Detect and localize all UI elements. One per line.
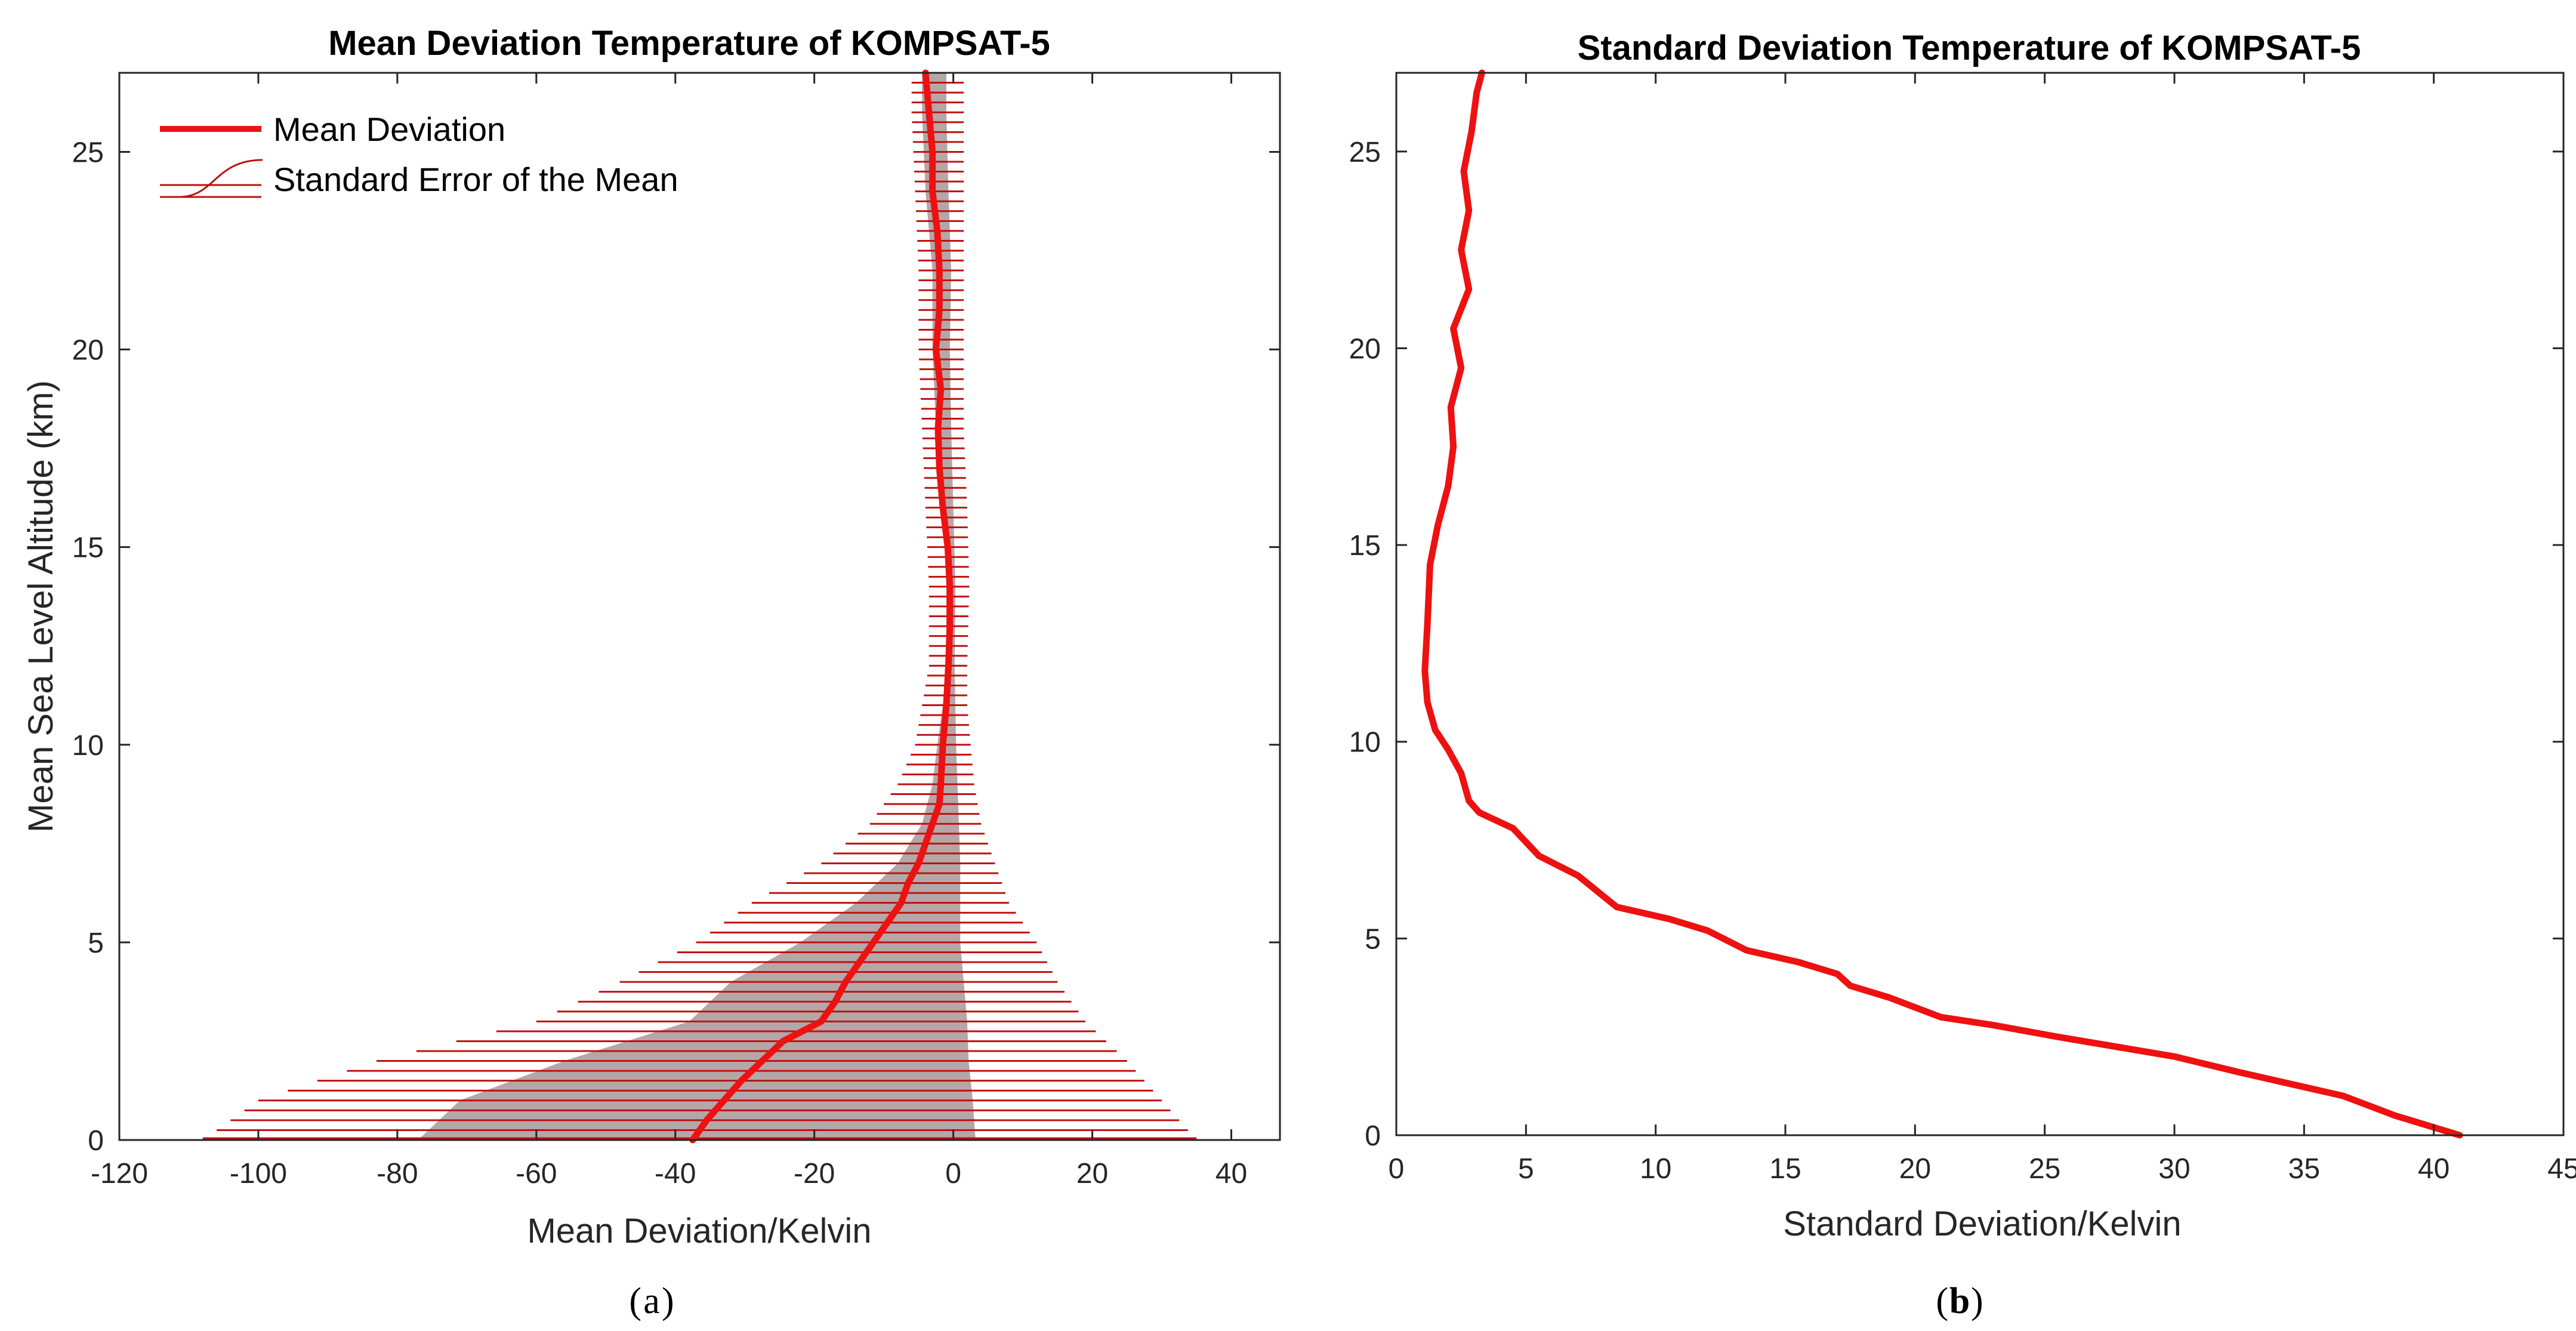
panel-a-x-tick-label: -20 <box>794 1158 835 1190</box>
panel-b-caption-letter: b <box>1949 1281 1970 1321</box>
panel-b-y-tick-label: 20 <box>1349 333 1381 365</box>
panel-a-x-tick-label: -80 <box>377 1158 418 1190</box>
panel-b-x-tick-label: 0 <box>1389 1153 1405 1185</box>
panel-b-x-tick-label: 25 <box>2029 1153 2060 1185</box>
panel-a-caption-open-paren: ( <box>629 1281 641 1321</box>
panel-b-x-tick-label: 15 <box>1769 1153 1801 1185</box>
panel-b-x-tick-label: 30 <box>2158 1153 2190 1185</box>
panel-a-x-tick-label: -40 <box>655 1158 696 1190</box>
panel-b-caption-open-paren: ( <box>1936 1281 1948 1321</box>
panel-a-x-axis-label: Mean Deviation/Kelvin <box>527 1212 871 1250</box>
panel-a-title: Mean Deviation Temperature of KOMPSAT-5 <box>328 24 1050 63</box>
panel-a-plot-area <box>202 69 1197 1144</box>
panel-b-y-tick-label: 15 <box>1349 530 1381 562</box>
standard-deviation-line <box>1421 69 2463 1139</box>
panel-b-ticks: 0 5 10 15 20 25 30 35 40 45 0 5 10 15 20 25 <box>1349 73 2576 1185</box>
legend-standard-error-label: Standard Error of the Mean <box>273 161 678 198</box>
panel-b-plot-area <box>1421 69 2463 1139</box>
panel-b-y-tick-label: 5 <box>1365 923 1381 955</box>
panel-b-y-tick-label: 25 <box>1349 137 1381 168</box>
panel-a-axes-box <box>118 72 1281 1141</box>
panel-b-x-tick-label: 35 <box>2288 1153 2320 1185</box>
panel-b-x-tick-label: 45 <box>2547 1153 2576 1185</box>
mean-deviation-line <box>689 69 954 1144</box>
panel-b-x-tick-label: 40 <box>2418 1153 2449 1185</box>
panel-a-y-axis-label: Mean Sea Level Altitude (km) <box>21 380 60 833</box>
panel-b-x-tick-label: 10 <box>1640 1153 1671 1185</box>
panel-a-y-tick-label: 20 <box>72 335 104 366</box>
panel-a-caption: ( a ) <box>629 1281 674 1321</box>
panel-b-caption-close-paren: ) <box>1971 1281 1983 1321</box>
panel-a-caption-letter: a <box>643 1281 660 1321</box>
panel-b-x-tick-label: 5 <box>1518 1153 1534 1185</box>
panel-b-chart: Standard Deviation Temperature of KOMPSA… <box>1349 29 2576 1321</box>
panel-a-x-tick-label: 40 <box>1215 1158 1247 1190</box>
standard-error-band <box>418 73 976 1140</box>
panel-a-ticks: -120 -100 -80 -60 -40 -20 0 20 40 0 5 10 15 20 25 <box>72 73 1280 1190</box>
panel-b-y-tick-label: 10 <box>1349 727 1381 759</box>
panel-a-x-tick-label: 0 <box>945 1158 961 1190</box>
panel-b-x-tick-label: 20 <box>1899 1153 1931 1185</box>
panel-a-x-tick-label: -120 <box>91 1158 148 1190</box>
panel-b-x-axis-label: Standard Deviation/Kelvin <box>1783 1204 2181 1243</box>
panel-a-chart: Mean Deviation Temperature of KOMPSAT-5 … <box>21 24 1281 1321</box>
panel-a-x-tick-label: -100 <box>230 1158 287 1190</box>
panel-b-title: Standard Deviation Temperature of KOMPSA… <box>1578 29 2361 67</box>
panel-b-axes-box <box>1395 72 2565 1136</box>
panel-a-y-tick-label: 5 <box>88 928 104 959</box>
panel-a-y-tick-label: 15 <box>72 532 104 564</box>
panel-a-y-tick-label: 25 <box>72 137 104 168</box>
panel-b-caption: ( b ) <box>1936 1281 1983 1321</box>
panel-a-x-tick-label: -60 <box>516 1158 557 1190</box>
panel-a-y-tick-label: 0 <box>88 1125 104 1157</box>
panel-b-y-tick-label: 0 <box>1365 1120 1381 1152</box>
legend-standard-error-swatch <box>160 159 263 198</box>
panel-a-legend: Mean Deviation Standard Error of the Mea… <box>160 110 678 198</box>
panel-a-x-tick-label: 20 <box>1076 1158 1108 1190</box>
legend-mean-deviation-label: Mean Deviation <box>273 110 505 148</box>
panel-a-caption-close-paren: ) <box>662 1281 674 1321</box>
panel-a-y-tick-label: 10 <box>72 730 104 762</box>
